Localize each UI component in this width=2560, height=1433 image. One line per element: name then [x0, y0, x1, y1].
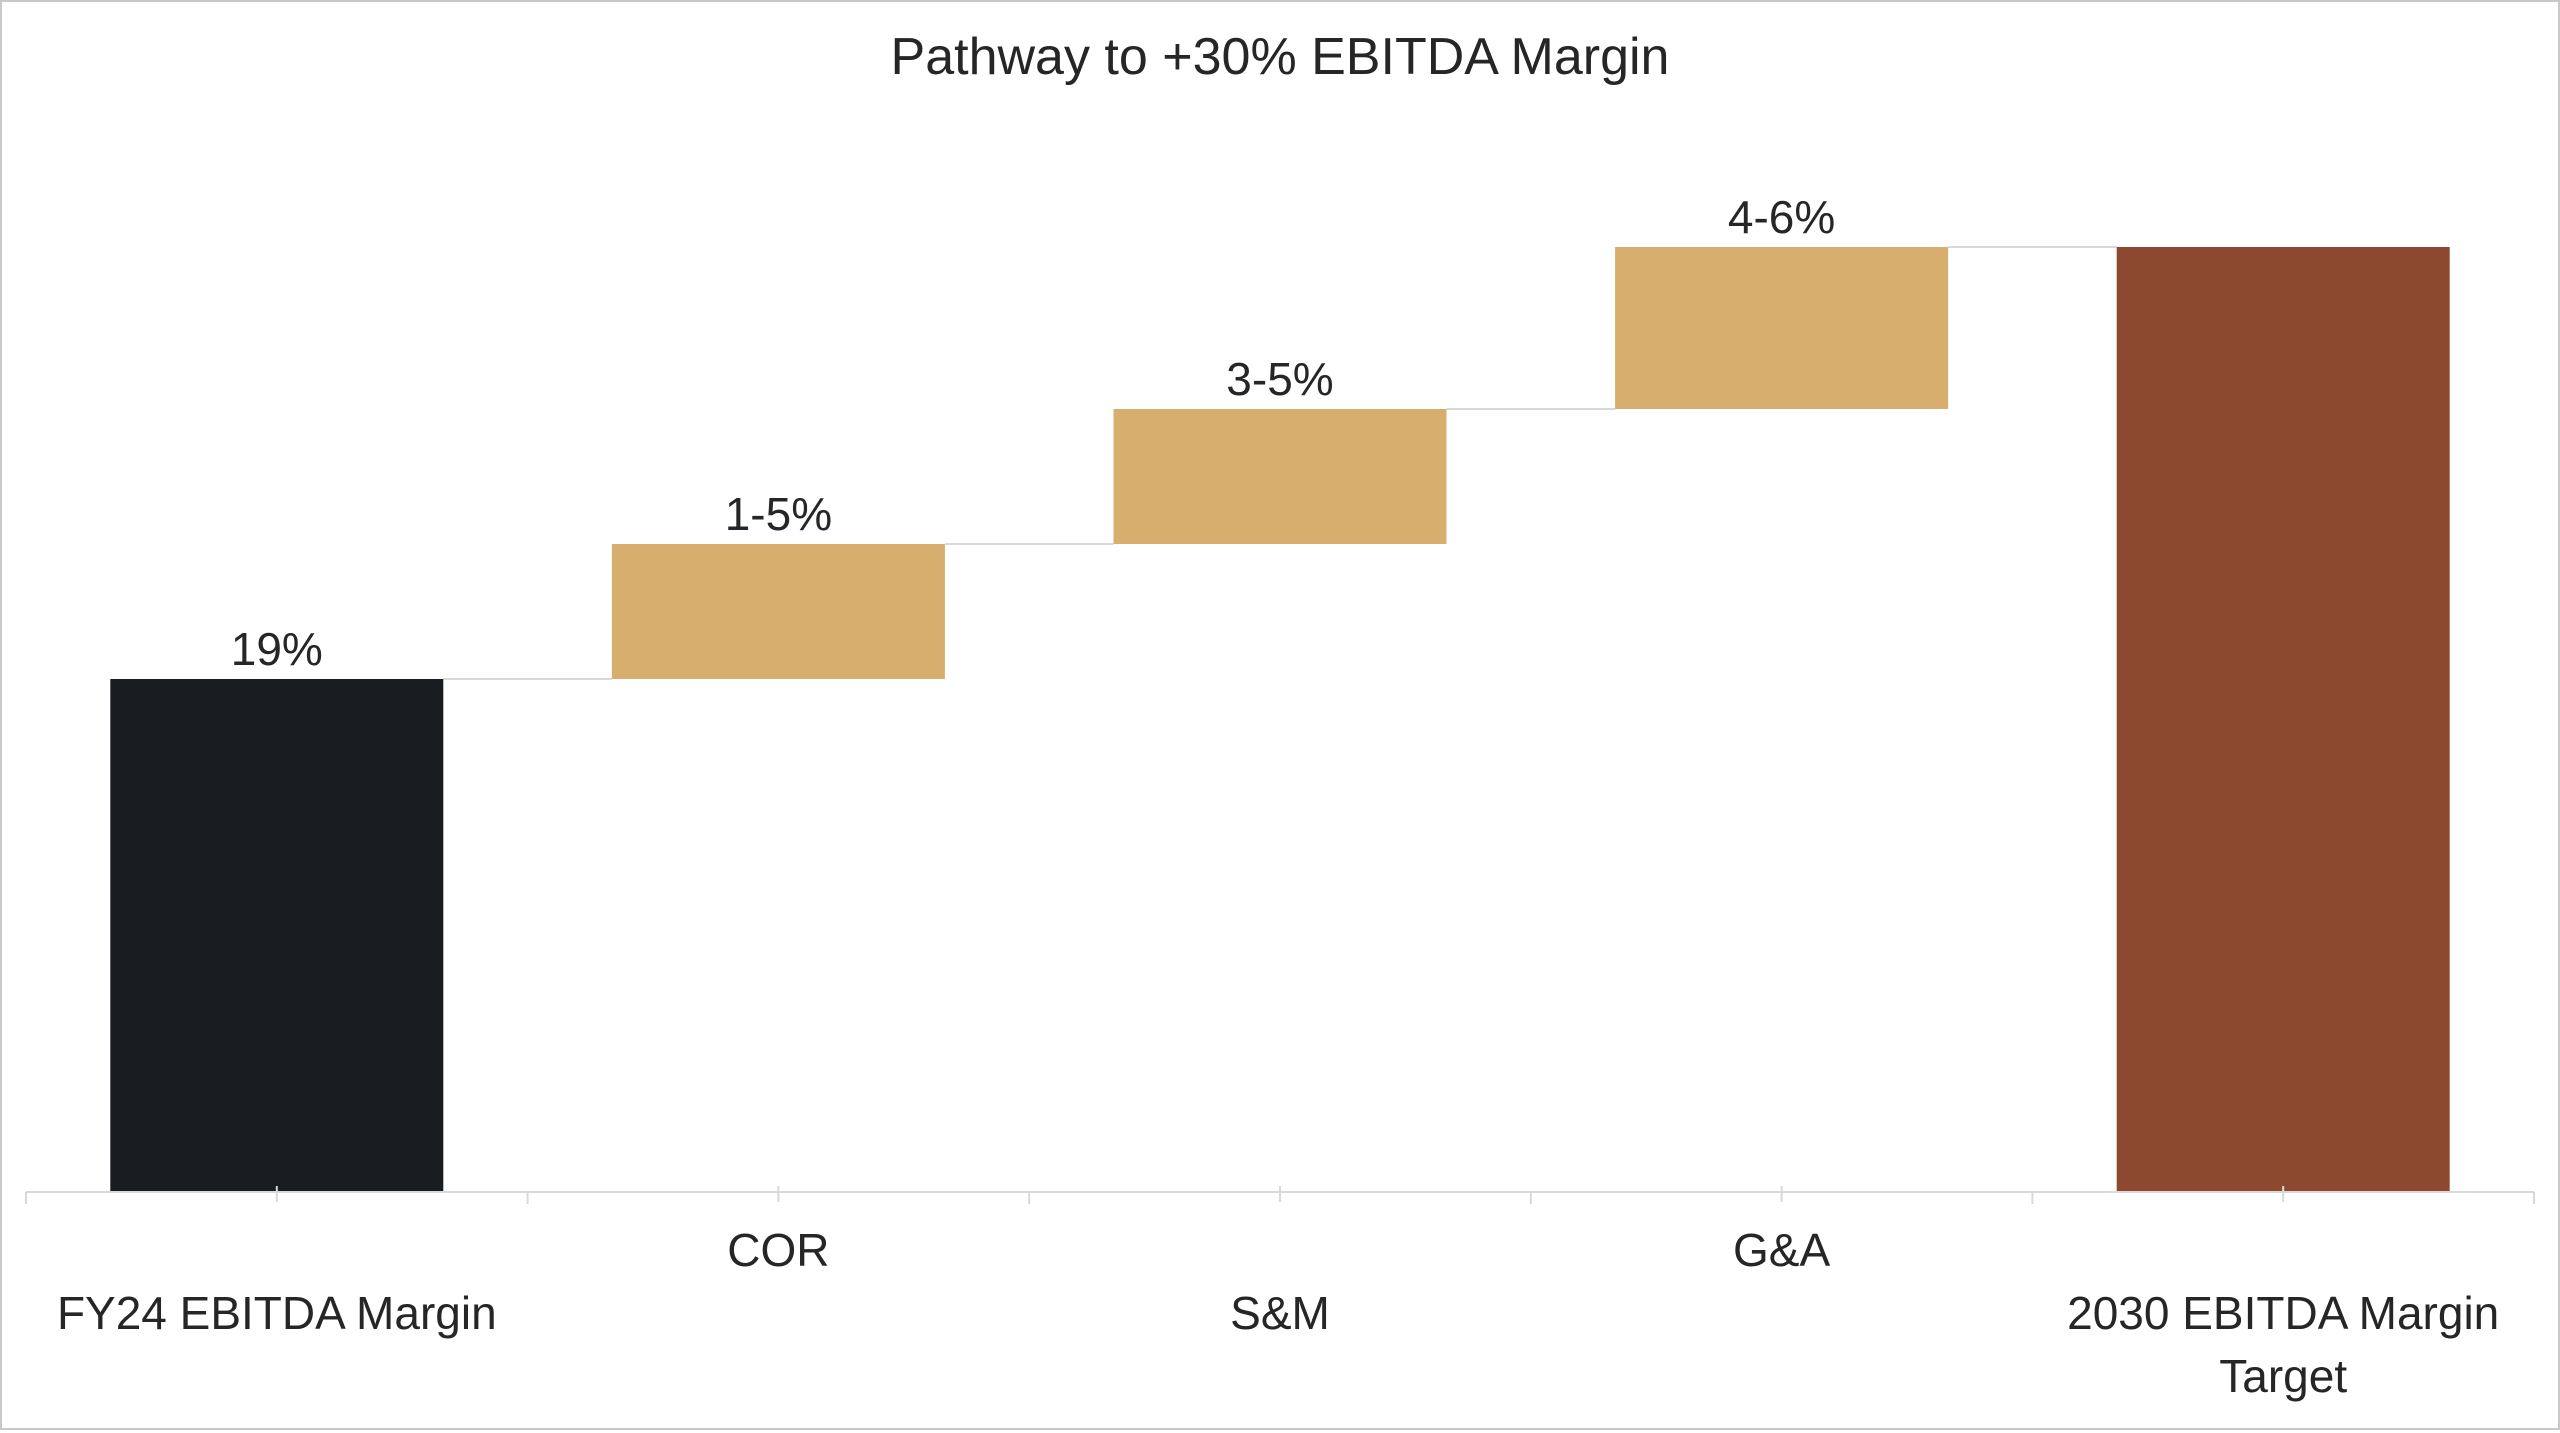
category-label: COR: [727, 1224, 829, 1276]
data-label: 3-5%: [1226, 353, 1333, 405]
data-label: 19%: [231, 623, 323, 675]
data-label: 1-5%: [725, 488, 832, 540]
chart-title: Pathway to +30% EBITDA Margin: [891, 28, 1670, 86]
bar-0: [110, 679, 444, 1192]
category-label: S&M: [1230, 1287, 1330, 1339]
bar-4: [2116, 247, 2450, 1192]
category-label: G&A: [1733, 1224, 1830, 1276]
data-label: 4-6%: [1728, 191, 1835, 243]
bar-3: [1615, 247, 1949, 409]
bar-2: [1113, 409, 1447, 544]
category-label: FY24 EBITDA Margin: [57, 1287, 497, 1339]
category-label: 2030 EBITDA Margin Target: [2067, 1287, 2499, 1402]
bar-1: [611, 544, 945, 679]
